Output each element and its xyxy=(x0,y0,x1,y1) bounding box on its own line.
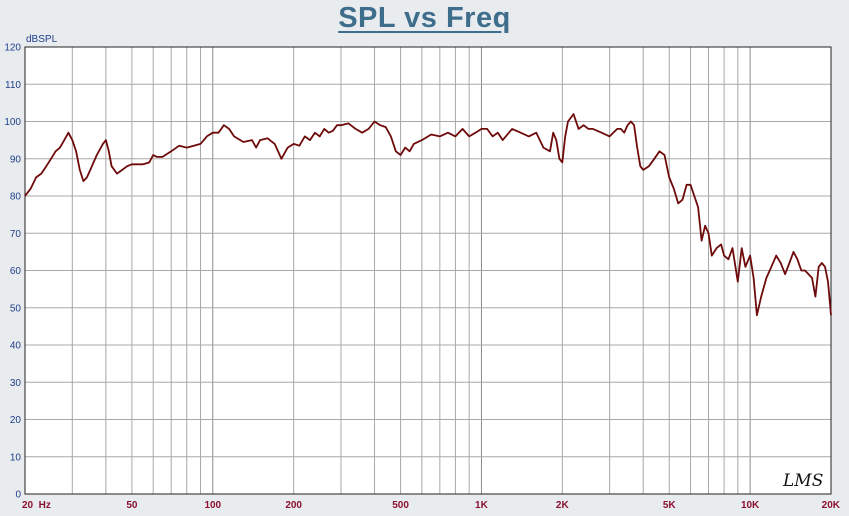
x-tick-label: 20 Hz xyxy=(22,500,51,511)
y-tick-label: 50 xyxy=(10,303,22,314)
x-tick-label: 20K xyxy=(822,500,841,511)
x-tick-label: 50 xyxy=(126,500,138,511)
lms-annotation: LMS xyxy=(782,471,823,491)
x-tick-label: 5K xyxy=(663,500,677,511)
x-tick-label: 500 xyxy=(392,500,409,511)
chart-title: SPL vs Freq xyxy=(338,2,511,34)
spl-series-line xyxy=(24,113,832,317)
grid-layer xyxy=(24,46,832,495)
x-tick-label: 10K xyxy=(741,500,760,511)
y-tick-label: 100 xyxy=(4,117,21,128)
x-tick-label: 100 xyxy=(204,500,221,511)
y-tick-label: 110 xyxy=(5,80,21,91)
y-tick-label: 40 xyxy=(10,341,22,352)
x-tick-labels: 20 Hz 50 100 200 500 1K 2K 5K 10K 20K xyxy=(22,500,841,511)
x-tick-label: 1K xyxy=(475,500,489,511)
y-tick-label: 10 xyxy=(10,452,22,463)
y-tick-label: 90 xyxy=(10,154,22,165)
plot-frame xyxy=(24,46,832,495)
y-tick-label: 0 xyxy=(15,490,21,501)
y-tick-label: 20 xyxy=(10,415,22,426)
y-tick-labels: 0 10 20 30 40 50 60 70 80 90 100 110 120 xyxy=(4,43,21,501)
y-tick-label: 80 xyxy=(10,192,22,203)
x-tick-label: 200 xyxy=(285,500,302,511)
y-tick-label: 70 xyxy=(10,229,22,240)
y-tick-label: 60 xyxy=(10,266,22,277)
y-tick-label: 120 xyxy=(4,43,21,54)
y-axis-label: dBSPL xyxy=(26,34,58,45)
y-tick-label: 30 xyxy=(10,378,22,389)
x-tick-label: 2K xyxy=(556,500,570,511)
